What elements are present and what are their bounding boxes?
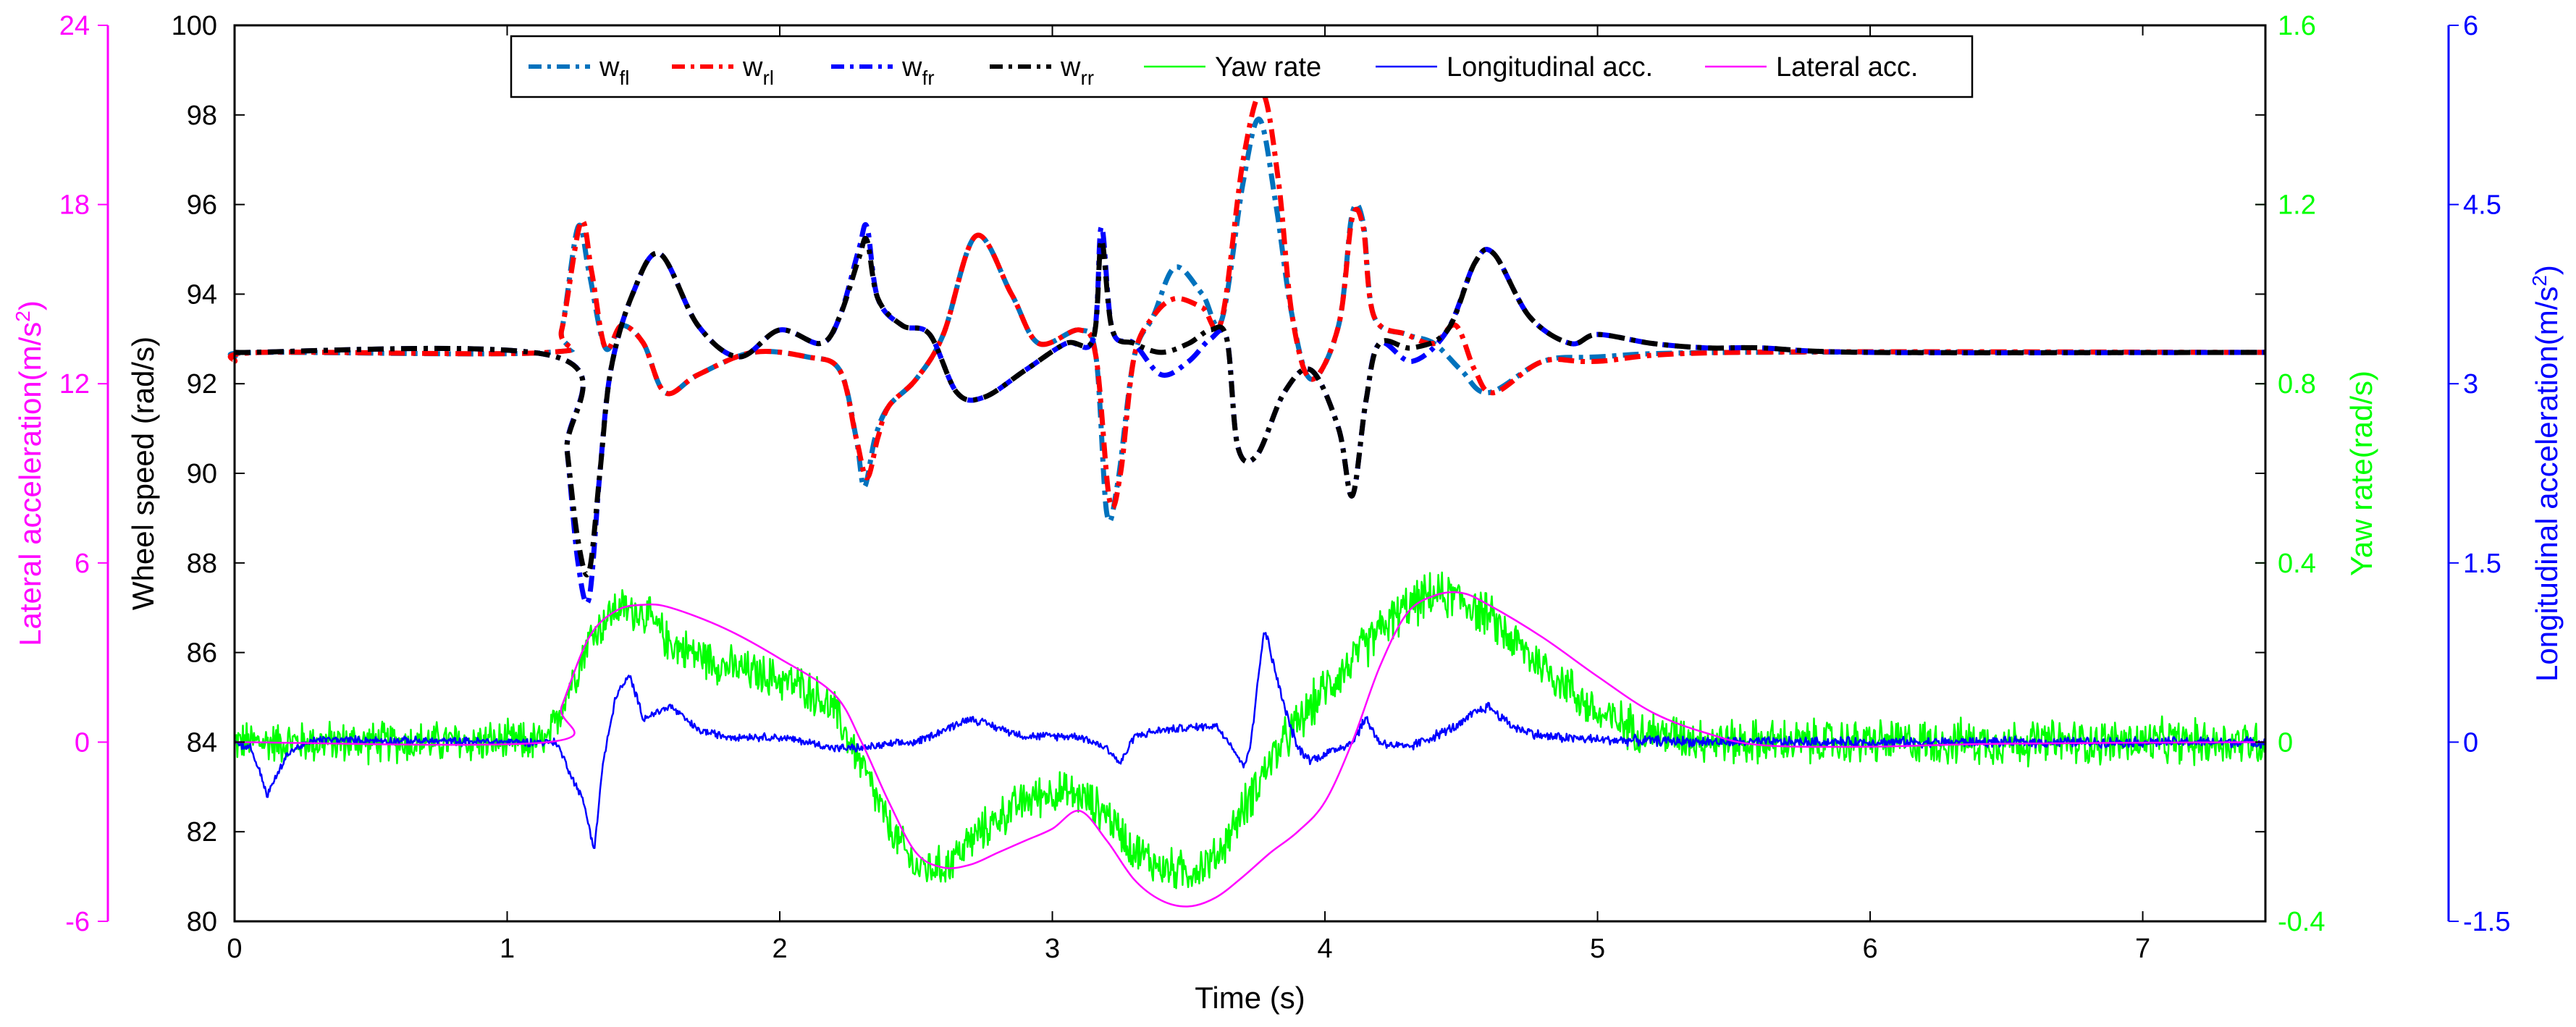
legend-label: wfr <box>901 52 935 89</box>
y-axis-wheel: 80 82 84 86 88 90 92 94 96 98 100 Wheel speed (rad/… <box>126 11 245 937</box>
axis-label-main: Lateral acceleration(m/s <box>13 322 47 646</box>
legend-label-sub: fr <box>922 67 934 89</box>
y-tick-label: 88 <box>187 549 217 579</box>
x-axis-label: Time (s) <box>1195 981 1305 1015</box>
y-tick-label: 80 <box>187 907 217 937</box>
y-tick-label: 1.5 <box>2463 549 2501 579</box>
y-tick-label: -6 <box>65 907 90 937</box>
axis-label-sup: 2 <box>2528 275 2551 287</box>
x-tick-label: 1 <box>500 934 515 964</box>
x-tick-label: 5 <box>1590 934 1605 964</box>
legend-label: wrr <box>1060 52 1094 89</box>
y-tick-label: 96 <box>187 190 217 221</box>
y-tick-label: 4.5 <box>2463 190 2501 221</box>
y-tick-label: 84 <box>187 727 217 758</box>
y-axis-yaw: -0.4 0 0.4 0.8 1.2 1.6 Yaw rate(rad/s) <box>2255 11 2378 937</box>
y-tick-label: 24 <box>59 11 90 41</box>
legend-label-name: w <box>1060 52 1081 83</box>
y-tick-label: 1.6 <box>2278 11 2316 41</box>
legend-entry-wfl: wfl <box>529 52 629 89</box>
legend-label-sub: fl <box>619 67 629 89</box>
legend-label: Longitudinal acc. <box>1447 52 1653 83</box>
legend-label-sub: rr <box>1080 67 1094 89</box>
y-axis-label-wheel: Wheel speed (rad/s) <box>126 337 160 610</box>
plot-lines <box>227 90 2267 908</box>
legend-label-name: Longitudinal acc. <box>1447 52 1653 83</box>
legend-label-name: w <box>901 52 922 83</box>
axis-label-main: Longitudinal acceleration(m/s <box>2530 287 2564 682</box>
legend-label: Yaw rate <box>1215 52 1321 83</box>
y-tick-label: -0.4 <box>2278 907 2325 937</box>
y-axis-lateral: -6 0 6 12 18 24 Lateral acceleration(m/s2) <box>12 11 109 937</box>
legend-entry-wfr: wfr <box>831 52 935 89</box>
y-tick-label: 92 <box>187 369 217 400</box>
y-tick-label: 94 <box>187 279 217 310</box>
x-tick-label: 6 <box>1862 934 1877 964</box>
y-axis-label-yaw: Yaw rate(rad/s) <box>2344 371 2378 576</box>
series-line-wfl <box>227 117 2266 524</box>
legend-label-name: w <box>599 52 620 83</box>
y-tick-label: 18 <box>59 190 90 221</box>
y-tick-label: 0.8 <box>2278 369 2316 400</box>
legend-entry-wrr: wrr <box>990 52 1094 89</box>
series-line-yaw <box>233 571 2267 889</box>
legend-entry-yaw: Yaw rate <box>1144 52 1321 83</box>
x-tick-label: 0 <box>227 934 242 964</box>
x-tick-label: 2 <box>772 934 787 964</box>
y-tick-label: 100 <box>172 11 217 41</box>
y-tick-label: -1.5 <box>2463 907 2510 937</box>
series-line-wrr <box>234 236 2266 578</box>
x-tick-label: 3 <box>1045 934 1060 964</box>
x-tick-label: 4 <box>1317 934 1332 964</box>
legend-entry-lat: Lateral acc. <box>1705 52 1918 83</box>
legend: wfl wrl wfr wrr Yaw rate Longitudinal acc. Lat… <box>510 35 1974 98</box>
legend-label-name: Yaw rate <box>1215 52 1321 83</box>
y-tick-label: 86 <box>187 638 217 669</box>
y-tick-label: 6 <box>2463 11 2478 41</box>
legend-label: wrl <box>742 52 774 89</box>
legend-label: Lateral acc. <box>1776 52 1918 83</box>
y-tick-label: 90 <box>187 459 217 489</box>
y-axis-longitudinal: -1.5 0 1.5 3 4.5 6 Longitudinal acceleration(m… <box>2447 11 2564 937</box>
legend-label-name: w <box>742 52 763 83</box>
y-tick-label: 0 <box>2463 727 2478 758</box>
legend-entry-wrl: wrl <box>672 52 774 89</box>
y-tick-label: 0 <box>2278 727 2293 758</box>
y-tick-label: 0.4 <box>2278 549 2316 579</box>
axis-label-end: ) <box>13 300 47 310</box>
y-tick-label: 1.2 <box>2278 190 2316 221</box>
axis-label-end: ) <box>2530 265 2564 275</box>
legend-entry-lon: Longitudinal acc. <box>1376 52 1653 83</box>
legend-label: wfl <box>599 52 629 89</box>
series-line-lat <box>234 591 2266 908</box>
y-tick-label: 98 <box>187 101 217 131</box>
y-tick-label: 3 <box>2463 369 2478 400</box>
y-tick-label: 82 <box>187 817 217 848</box>
axis-label-sup: 2 <box>12 310 34 322</box>
x-tick-label: 7 <box>2135 934 2150 964</box>
y-axis-label-lateral: Lateral acceleration(m/s2) <box>12 300 48 646</box>
series-line-lon <box>233 632 2267 850</box>
series-line-wfr <box>234 222 2266 606</box>
y-tick-label: 12 <box>59 369 90 400</box>
y-tick-label: 0 <box>75 727 90 758</box>
legend-label-sub: rl <box>762 67 774 89</box>
legend-label-name: Lateral acc. <box>1776 52 1918 83</box>
y-tick-label: 6 <box>75 549 90 579</box>
y-axis-label-longitudinal: Longitudinal acceleration(m/s2) <box>2528 265 2564 682</box>
